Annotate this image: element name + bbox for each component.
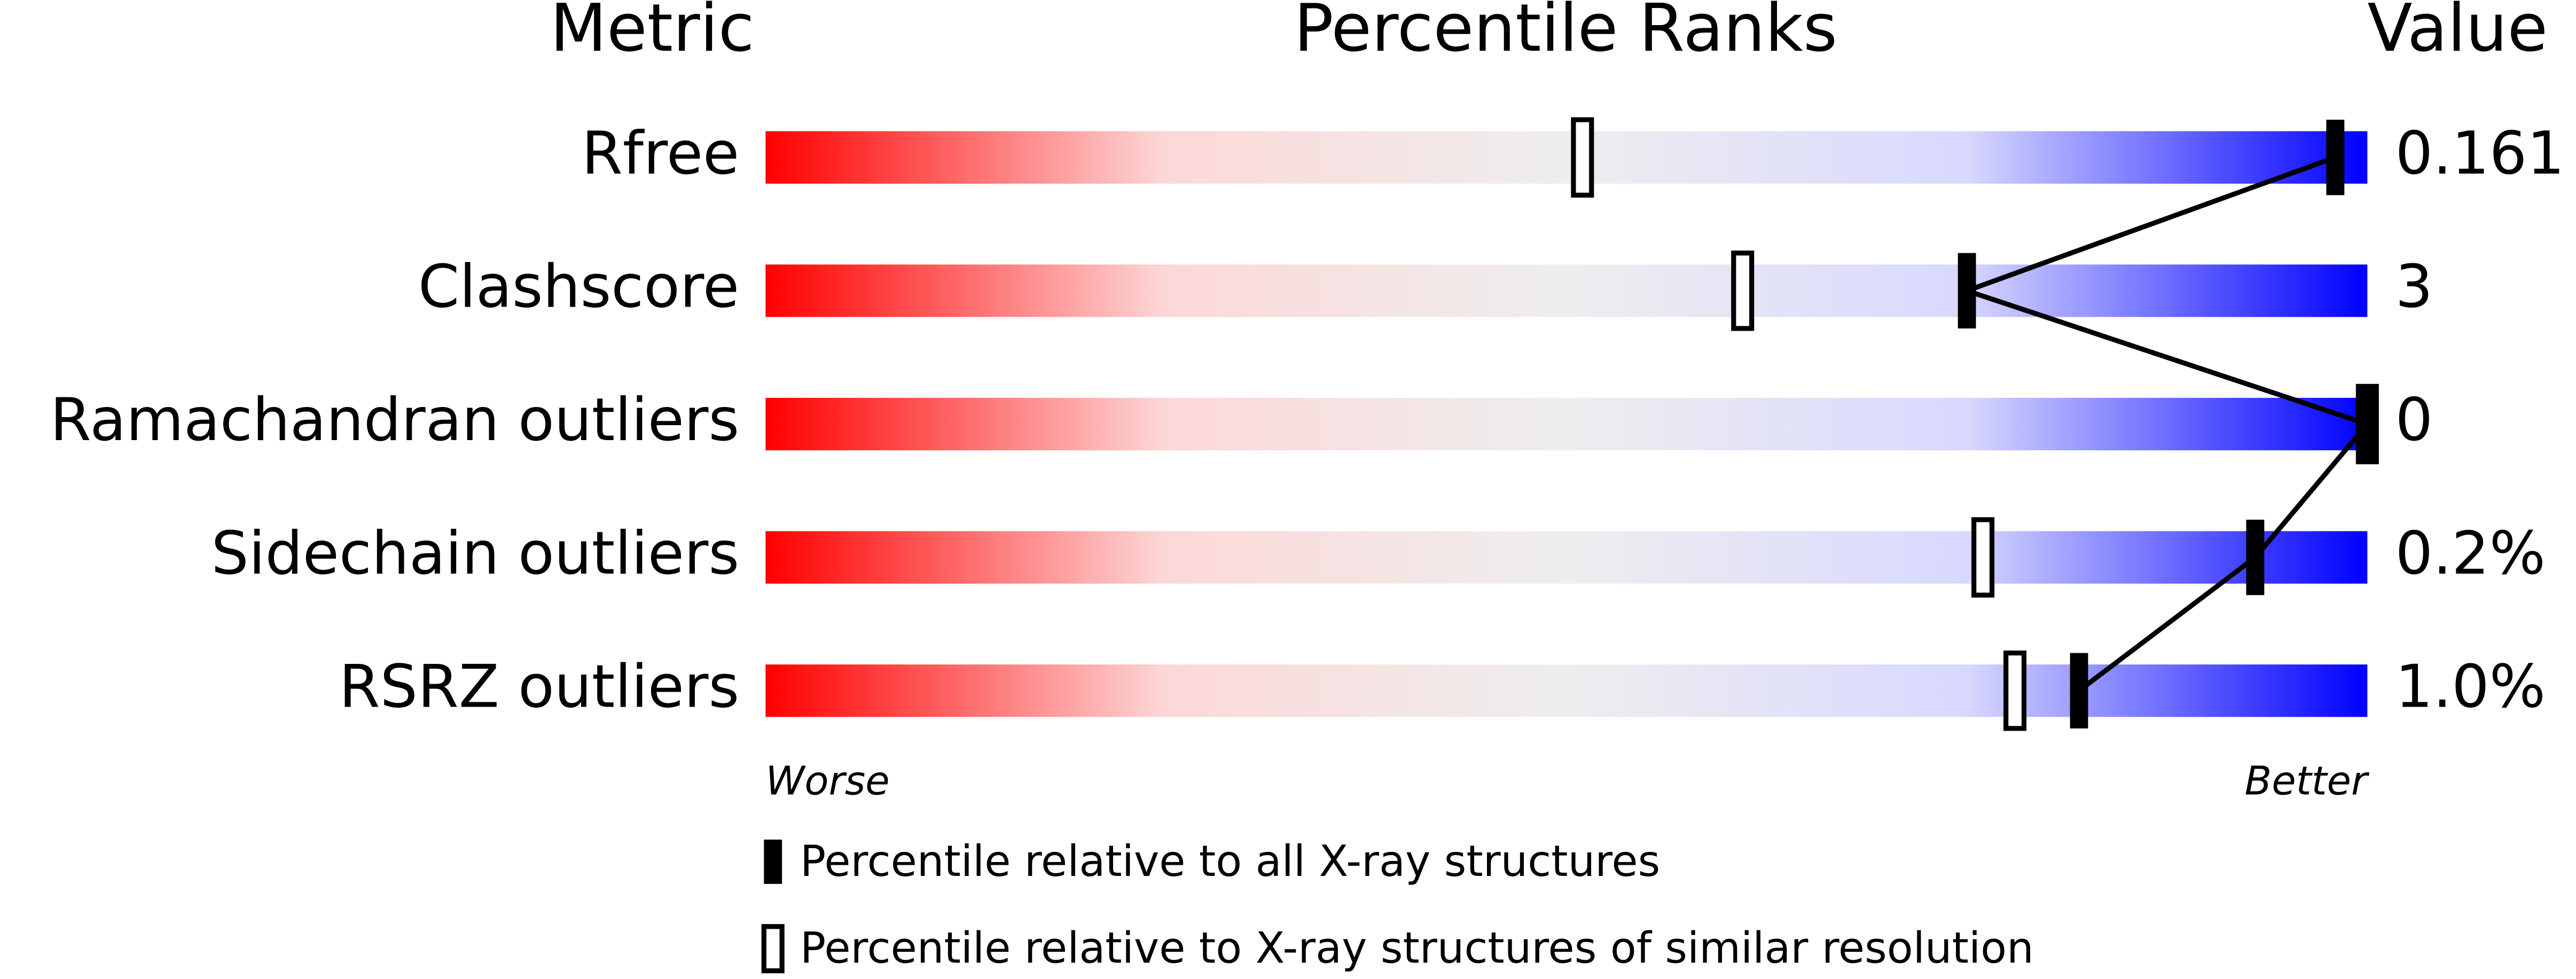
metric-label: Sidechain outliers (211, 519, 739, 588)
metric-value: 0 (2395, 386, 2433, 455)
legend-label: Percentile relative to all X-ray structu… (800, 836, 1660, 886)
marker-all (2358, 386, 2377, 462)
marker-similar (2003, 651, 2027, 731)
legend-label: Percentile relative to X-ray structures … (800, 923, 2034, 973)
legend-swatch (761, 924, 785, 974)
metric-label: Ramachandran outliers (50, 386, 739, 455)
percentile-bar (765, 131, 2368, 184)
metric-value: 3 (2395, 253, 2433, 322)
percentile-bar (765, 664, 2368, 717)
header-metric: Metric (550, 0, 754, 66)
header-ranks: Percentile Ranks (1294, 0, 1837, 66)
metric-value: 0.161 (2395, 119, 2565, 188)
marker-all (2070, 653, 2088, 729)
marker-all (2246, 519, 2265, 596)
metric-label: Clashscore (418, 253, 739, 322)
metric-label: Rfree (582, 119, 739, 188)
marker-similar (1731, 250, 1755, 331)
marker-similar (1971, 517, 1995, 598)
metric-value: 1.0% (2395, 653, 2546, 722)
metric-value: 0.2% (2395, 519, 2546, 588)
worse-label: Worse (765, 759, 889, 804)
header-value: Value (2367, 0, 2548, 66)
percentile-bar (765, 264, 2368, 317)
percentile-bar (765, 531, 2368, 584)
metric-label: RSRZ outliers (339, 653, 739, 722)
marker-all (1958, 253, 1976, 328)
percentile-bar (765, 397, 2368, 451)
legend-swatch (764, 840, 782, 884)
marker-all (2326, 120, 2345, 195)
better-label: Better (2245, 759, 2370, 804)
marker-similar (1571, 117, 1594, 198)
